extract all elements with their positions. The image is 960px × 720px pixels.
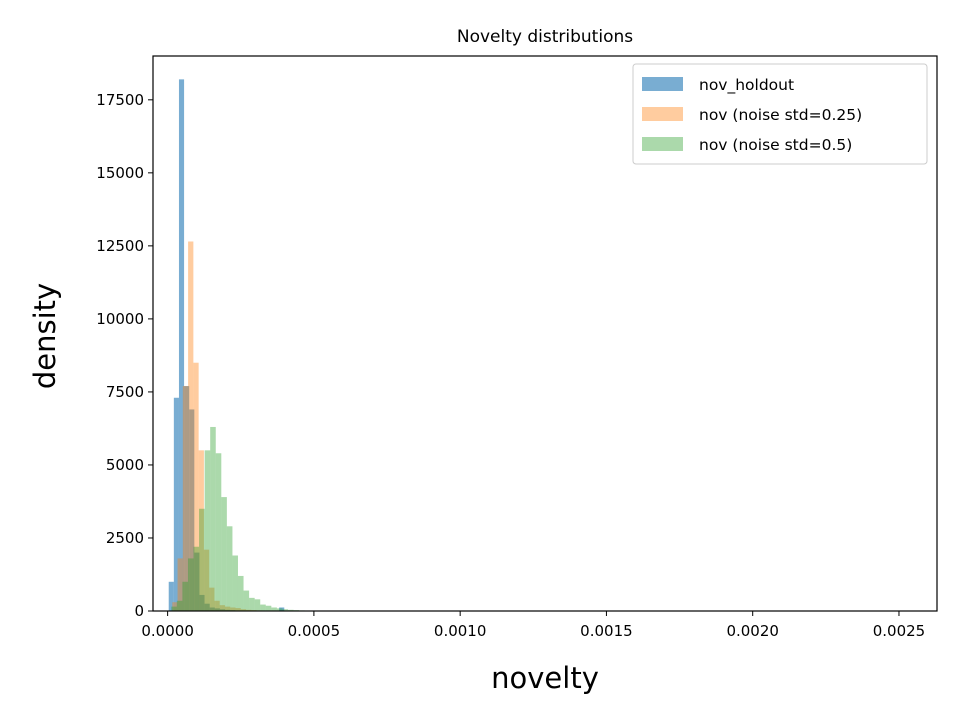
legend-swatch — [642, 137, 683, 151]
series-0-bar-5 — [194, 552, 200, 611]
series-2-bar-4 — [193, 546, 200, 611]
series-1-bar-12 — [235, 608, 241, 611]
legend-entry-label: nov (noise std=0.25) — [699, 106, 862, 124]
y-tick-label: 12500 — [96, 237, 144, 255]
series-2-bar-7 — [210, 426, 216, 611]
y-tick-label: 2500 — [106, 529, 144, 547]
series-2-bar-19 — [276, 608, 283, 611]
y-tick-label: 15000 — [96, 164, 144, 182]
histogram-bars — [168, 79, 896, 612]
series-2-bar-16 — [260, 604, 266, 611]
series-1-bar-2 — [182, 386, 189, 611]
series-2-bar-10 — [226, 526, 233, 611]
series-2-bar-15 — [254, 599, 261, 611]
series-2-bars — [171, 426, 346, 611]
series-2-bar-5 — [199, 508, 205, 611]
series-1-bar-4 — [193, 362, 199, 611]
series-2-bar-1 — [176, 600, 183, 611]
series-1-bar-9 — [219, 605, 225, 611]
series-2-bar-13 — [243, 590, 250, 611]
series-1-bar-10 — [224, 606, 231, 611]
series-1-bar-5 — [198, 450, 204, 611]
series-1-bar-0 — [172, 602, 178, 611]
series-2-bar-9 — [221, 497, 227, 611]
series-0-bar-1 — [173, 397, 179, 611]
x-tick-label: 0.0005 — [288, 622, 341, 640]
x-tick-label: 0.0020 — [726, 622, 779, 640]
legend-frame — [632, 63, 928, 165]
series-0-bar-18 — [279, 607, 285, 611]
y-axis-label: density — [28, 283, 62, 389]
x-tick-label: 0.0015 — [580, 622, 633, 640]
x-axis-ticks: 0.0000 0.0005 0.0010 0.0015 0.0020 0.0025 — [141, 611, 925, 640]
series-1-bar-11 — [230, 607, 236, 611]
series-0-bar-7 — [204, 603, 210, 611]
series-2-bar-3 — [187, 558, 194, 611]
series-2-bar-2 — [182, 581, 188, 611]
y-tick-label: 5000 — [106, 456, 144, 474]
series-0-bar-6 — [199, 594, 205, 611]
series-2-bar-14 — [249, 597, 255, 611]
legend-swatch — [642, 107, 683, 121]
series-0-bar-4 — [189, 409, 195, 611]
series-2-bar-6 — [204, 450, 211, 611]
legend-entry-label: nov_holdout — [699, 76, 794, 95]
chart-title: Novelty distributions — [457, 27, 633, 47]
legend-swatch — [642, 77, 683, 91]
series-2-bar-12 — [237, 575, 244, 611]
series-0-bar-0 — [168, 581, 174, 611]
legend-entry-label: nov (noise std=0.5) — [699, 136, 852, 154]
series-0-bar-2 — [178, 79, 185, 612]
series-1-bar-13 — [240, 609, 247, 611]
plot-frame — [152, 55, 938, 612]
x-tick-label: 0.0025 — [873, 622, 926, 640]
series-0-bar-9 — [214, 608, 220, 611]
y-tick-label: 17500 — [96, 91, 144, 109]
y-axis-ticks: 0 2500 5000 7500 10000 12500 15000 17500 — [96, 91, 153, 620]
series-2-bar-8 — [215, 453, 222, 611]
x-axis-label: novelty — [491, 661, 599, 695]
y-tick-label: 0 — [134, 602, 144, 620]
series-2-bar-0 — [171, 606, 177, 611]
series-1-bar-7 — [209, 587, 215, 611]
y-tick-label: 10000 — [96, 310, 144, 328]
series-0-bar-8 — [209, 607, 215, 611]
series-1-bar-3 — [188, 241, 194, 612]
series-2-bar-17 — [265, 605, 272, 611]
series-0-bar-3 — [184, 386, 190, 611]
series-2-bar-18 — [271, 607, 277, 611]
x-tick-label: 0.0000 — [141, 622, 194, 640]
series-1-bar-6 — [203, 549, 210, 611]
series-2-bar-20 — [282, 609, 289, 611]
series-1-bar-1 — [177, 558, 183, 611]
x-tick-label: 0.0010 — [434, 622, 487, 640]
y-tick-label: 7500 — [106, 383, 144, 401]
series-2-bar-11 — [232, 555, 238, 611]
series-1-bar-8 — [214, 600, 220, 611]
series-0-bar-10 — [219, 609, 226, 611]
